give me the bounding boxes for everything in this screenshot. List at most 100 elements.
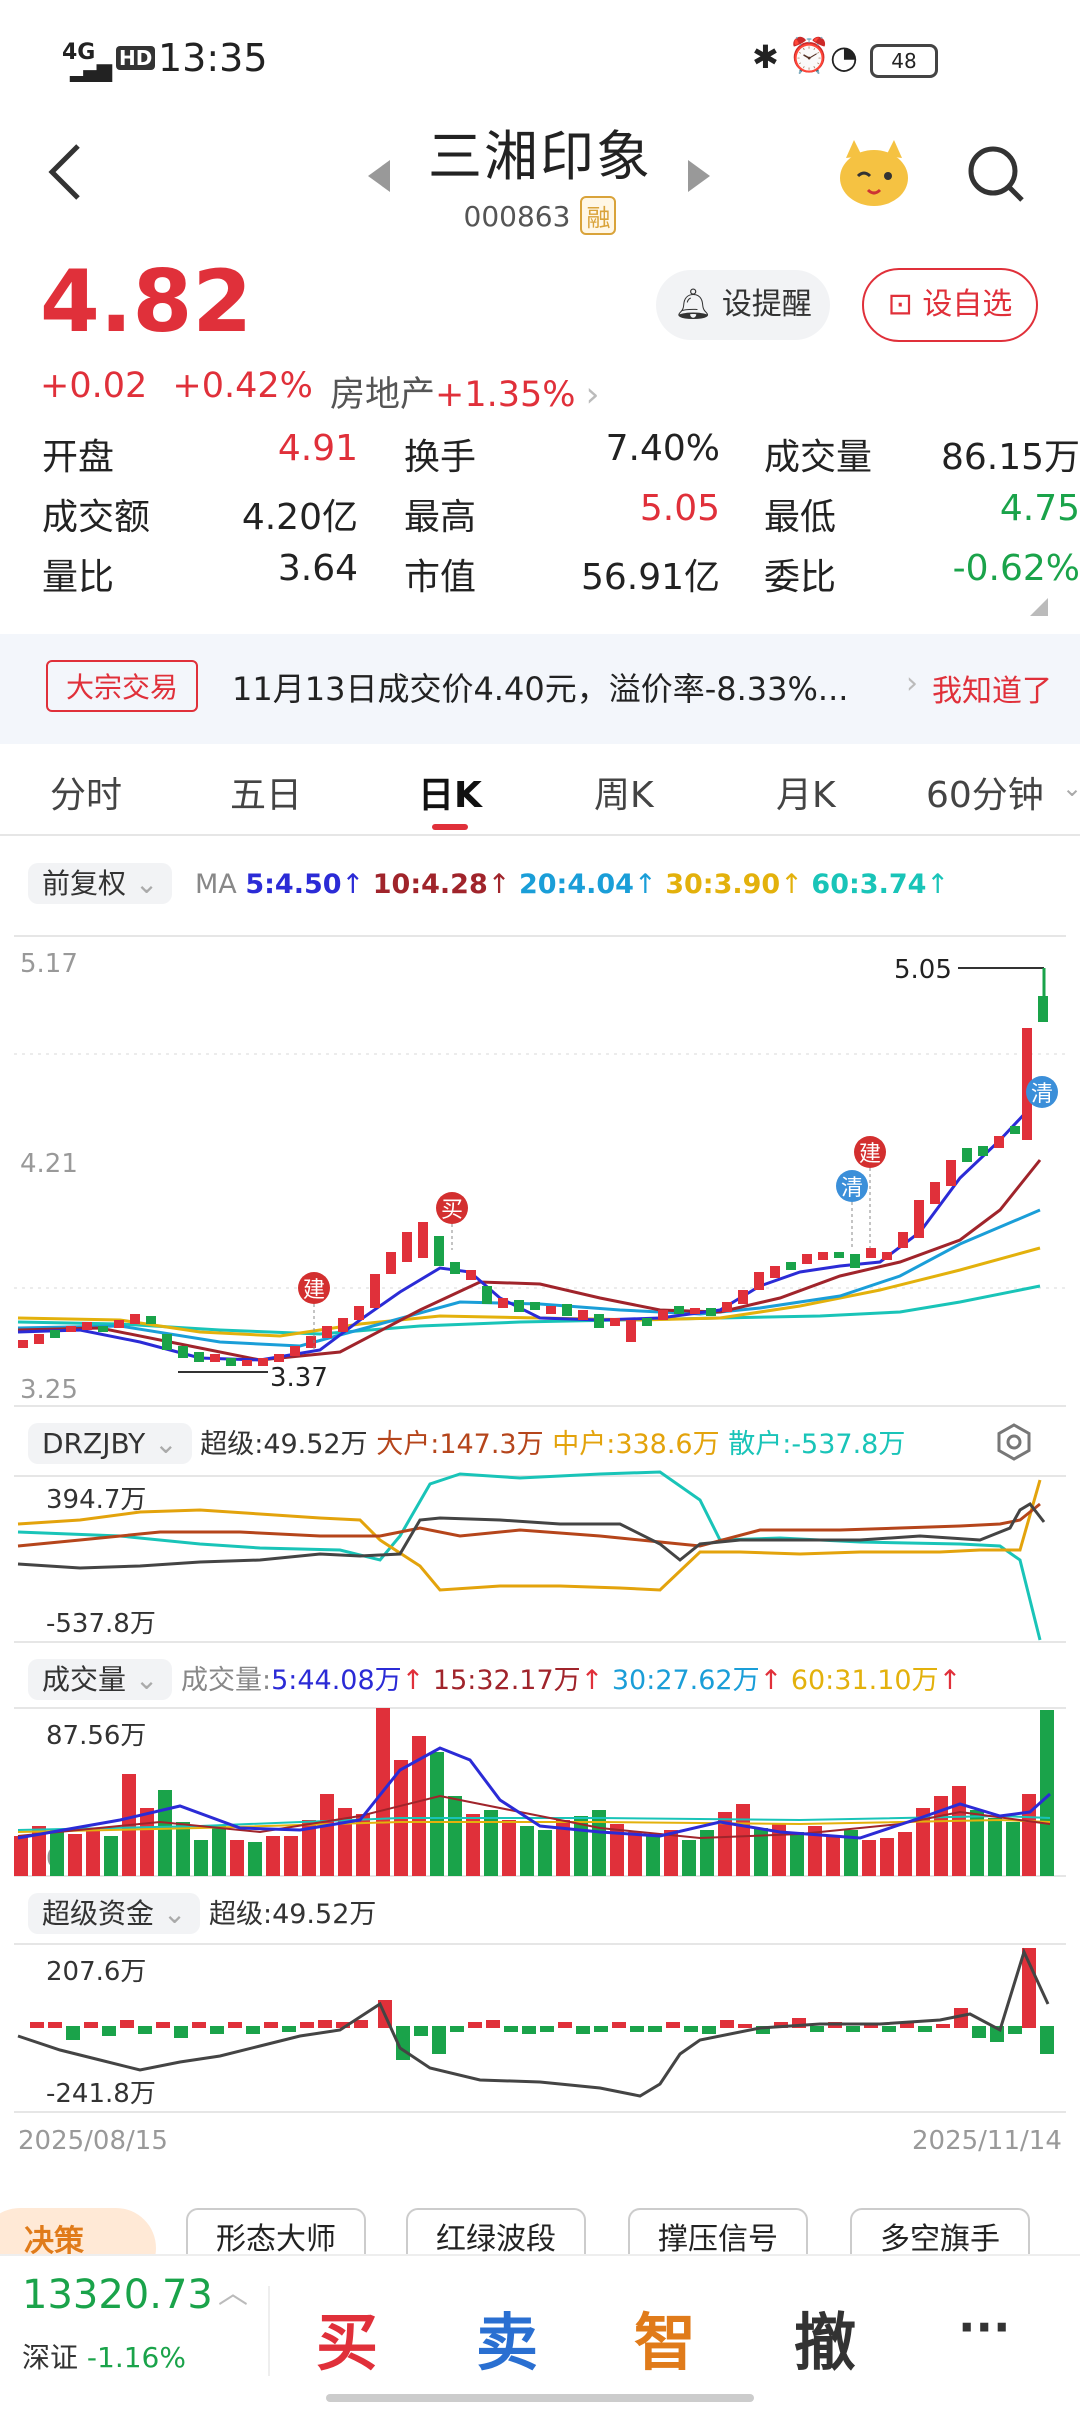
decision-button[interactable]: 决策 bbox=[0, 2208, 156, 2254]
chevron-down-icon: ⌄ bbox=[154, 1427, 178, 1460]
sell-button[interactable]: 卖 bbox=[476, 2306, 539, 2379]
change-percent: +0.42% bbox=[172, 366, 313, 406]
tab-daily-k[interactable]: 日K bbox=[418, 775, 482, 816]
bluetooth-icon: ✱ bbox=[752, 38, 779, 76]
change-value: +0.02 bbox=[40, 366, 148, 406]
stats-row-2: 成交额 4.20亿 最高 5.05 最低 4.75 bbox=[42, 488, 1080, 548]
buy-button[interactable]: 买 bbox=[316, 2306, 379, 2379]
volume-bars bbox=[14, 1708, 1054, 1876]
stat-value: 4.20亿 bbox=[241, 497, 358, 538]
super-fund-value: 超级:49.52万 bbox=[208, 1899, 377, 1930]
super-fund-bars bbox=[30, 1948, 1054, 2060]
super-fund-legend: 超级资金 ⌄ 超级:49.52万 bbox=[28, 1892, 377, 1934]
drzjby-selector[interactable]: DRZJBY ⌄ bbox=[28, 1423, 192, 1464]
stat-label: 开盘 bbox=[42, 437, 115, 478]
settings-icon[interactable] bbox=[994, 1422, 1034, 1466]
date-end: 2025/11/14 bbox=[912, 2126, 1062, 2156]
chevron-up-icon: ︿ bbox=[218, 2276, 248, 2311]
expand-corner-icon[interactable] bbox=[1030, 598, 1048, 620]
next-stock-icon[interactable] bbox=[686, 158, 712, 198]
ma-label: MA bbox=[194, 869, 237, 900]
stat-label: 委比 bbox=[764, 557, 837, 598]
index-change: -1.16% bbox=[86, 2341, 186, 2374]
dismiss-banner-button[interactable]: 我知道了 bbox=[932, 674, 1052, 709]
search-icon[interactable] bbox=[966, 144, 1026, 208]
marker-clear: 清 bbox=[841, 1176, 863, 1201]
drzjby-retail: 散户:-537.8万 bbox=[728, 1429, 906, 1460]
adjust-selector[interactable]: 前复权 ⌄ bbox=[28, 863, 173, 904]
stat-label: 换手 bbox=[404, 437, 477, 478]
index-value[interactable]: 13320.73 bbox=[22, 2272, 213, 2318]
index-name-row: 深证 -1.16% bbox=[22, 2336, 186, 2376]
stat-value: -0.62% bbox=[952, 548, 1080, 589]
chevron-down-icon: ⌄ bbox=[162, 1897, 187, 1930]
block-trade-tag: 大宗交易 bbox=[46, 660, 199, 712]
smart-button[interactable]: 智 bbox=[634, 2306, 697, 2379]
ma5-value: 5:4.50 bbox=[245, 869, 342, 900]
chevron-right-icon: › bbox=[585, 375, 600, 415]
ma20-value: 20:4.04 bbox=[518, 869, 634, 900]
back-icon[interactable] bbox=[44, 140, 84, 215]
marker-build: 建 bbox=[859, 1142, 881, 1167]
super-fund-selector[interactable]: 超级资金 ⌄ bbox=[28, 1893, 201, 1934]
prev-stock-icon[interactable] bbox=[366, 158, 392, 198]
stock-code: 000863 bbox=[463, 200, 571, 233]
stat-label: 最低 bbox=[764, 497, 837, 538]
margin-badge: 融 bbox=[580, 196, 617, 235]
ma10-value: 10:4.28 bbox=[372, 869, 488, 900]
set-alert-button[interactable]: 🔔︎ 设提醒 bbox=[656, 270, 830, 340]
stat-value: 4.91 bbox=[277, 428, 358, 469]
stat-value: 56.91亿 bbox=[580, 557, 720, 598]
signal-icon: ▂▄▆ bbox=[70, 58, 112, 82]
stock-name: 三湘印象 bbox=[428, 125, 652, 188]
sector-link[interactable]: 房地产+1.35% › bbox=[330, 375, 600, 415]
tab-intraday[interactable]: 分时 bbox=[50, 775, 123, 816]
axis-mid-label: 4.21 bbox=[20, 1149, 78, 1179]
add-watchlist-button[interactable]: ⊡ 设自选 bbox=[862, 268, 1038, 342]
stat-value: 7.40% bbox=[605, 428, 720, 469]
stat-value: 5.05 bbox=[639, 488, 720, 529]
bell-icon: 🔔︎ bbox=[674, 287, 713, 322]
bottom-trade-bar: 13320.73 ︿ 深证 -1.16% 买 卖 智 撤 ··· bbox=[0, 2254, 1080, 2410]
ma-legend: 前复权 ⌄ MA 5:4.50↑ 10:4.28↑ 20:4.04↑ 30:3.… bbox=[28, 862, 949, 904]
marker-clear: 清 bbox=[1031, 1082, 1053, 1107]
more-menu-icon[interactable]: ··· bbox=[958, 2300, 1011, 2354]
stats-row-3: 量比 3.64 市值 56.91亿 委比 -0.62% bbox=[42, 548, 1080, 608]
long-short-button[interactable]: 多空旗手 bbox=[850, 2208, 1030, 2254]
stat-value: 4.75 bbox=[999, 488, 1080, 529]
wifi-icon: ◔ bbox=[830, 38, 858, 76]
low-label: 3.37 bbox=[270, 1363, 328, 1393]
current-price: 4.82 bbox=[40, 252, 253, 352]
volume-selector[interactable]: 成交量 ⌄ bbox=[28, 1659, 173, 1700]
vol60: 60:31.10万 bbox=[790, 1665, 939, 1696]
drzjby-axis-bottom: -537.8万 bbox=[46, 1609, 156, 1639]
stat-label: 量比 bbox=[42, 557, 115, 598]
tab-weekly-k[interactable]: 周K bbox=[594, 775, 654, 816]
index-name: 深证 bbox=[22, 2341, 79, 2374]
chevron-down-icon[interactable]: ⌄ bbox=[1062, 774, 1080, 802]
home-indicator bbox=[326, 2394, 754, 2402]
block-trade-banner[interactable]: 大宗交易 11月13日成交价4.40元，溢价率-8.33%... › 我知道了 bbox=[0, 634, 1080, 744]
clock: 13:35 bbox=[158, 36, 268, 80]
pattern-master-button[interactable]: 形态大师 bbox=[186, 2208, 366, 2254]
tab-five-day[interactable]: 五日 bbox=[230, 775, 303, 816]
cancel-order-button[interactable]: 撤 bbox=[794, 2306, 857, 2379]
tools-row: 决策 形态大师 红绿波段 撑压信号 多空旗手 bbox=[0, 2168, 1080, 2254]
marker-build: 建 bbox=[303, 1278, 325, 1303]
volume-label: 成交量: bbox=[180, 1665, 272, 1696]
vol5: 5:44.08万 bbox=[271, 1665, 402, 1696]
volume-legend: 成交量 ⌄ 成交量:5:44.08万↑ 15:32.17万↑ 30:27.62万… bbox=[28, 1658, 961, 1700]
drzjby-axis-top: 394.7万 bbox=[46, 1485, 146, 1515]
tab-60min[interactable]: 60分钟 bbox=[926, 775, 1044, 816]
red-green-band-button[interactable]: 红绿波段 bbox=[406, 2208, 586, 2254]
kline-chart[interactable]: 5.17 4.21 3.25 bbox=[0, 924, 1080, 2164]
vol15: 15:32.17万 bbox=[432, 1665, 581, 1696]
volume-axis-top: 87.56万 bbox=[46, 1721, 146, 1751]
tab-monthly-k[interactable]: 月K bbox=[776, 775, 836, 816]
hd-badge: HD bbox=[116, 46, 156, 70]
drzjby-large: 大户:147.3万 bbox=[376, 1429, 544, 1460]
chevron-down-icon: ⌄ bbox=[134, 1663, 159, 1696]
support-resistance-button[interactable]: 撑压信号 bbox=[628, 2208, 808, 2254]
stat-value: 3.64 bbox=[277, 548, 358, 589]
mascot-icon[interactable] bbox=[834, 136, 914, 214]
